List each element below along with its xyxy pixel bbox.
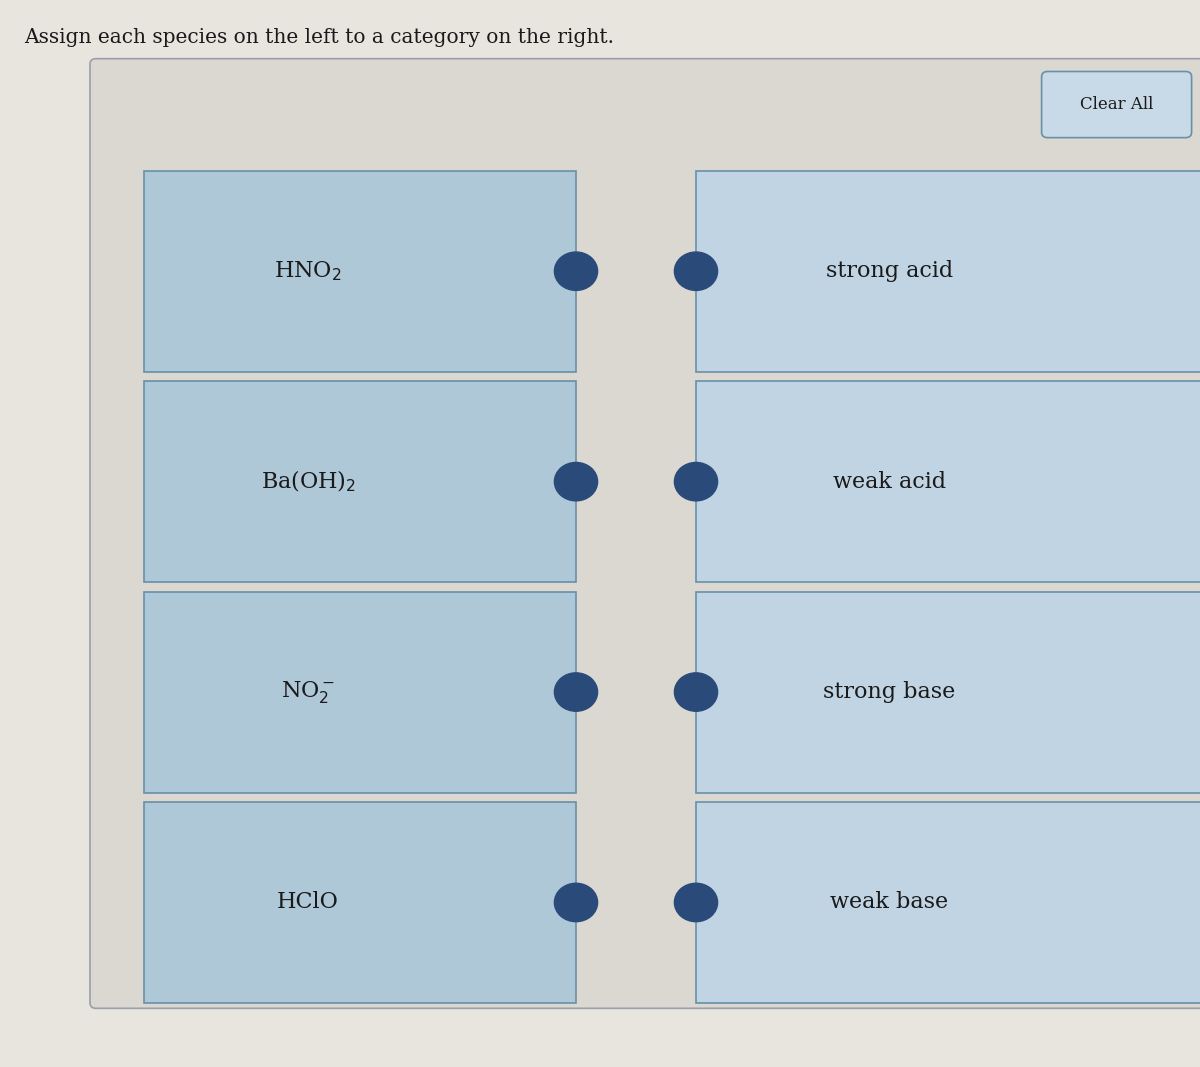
Bar: [696, 171, 1200, 371]
Text: Assign each species on the left to a category on the right.: Assign each species on the left to a cat…: [24, 28, 614, 47]
Bar: [696, 591, 1200, 793]
Bar: [144, 381, 576, 583]
Text: strong acid: strong acid: [826, 260, 953, 283]
Circle shape: [554, 462, 598, 500]
Bar: [144, 802, 576, 1003]
Circle shape: [674, 462, 718, 500]
Text: HClO: HClO: [277, 891, 340, 913]
Text: strong base: strong base: [823, 681, 955, 703]
FancyBboxPatch shape: [1042, 71, 1192, 138]
Text: weak base: weak base: [830, 891, 948, 913]
Text: weak acid: weak acid: [833, 471, 946, 493]
Text: HNO$_2$: HNO$_2$: [275, 259, 342, 283]
Circle shape: [554, 673, 598, 712]
Circle shape: [554, 883, 598, 922]
Circle shape: [674, 252, 718, 290]
Circle shape: [674, 673, 718, 712]
Text: Ba(OH)$_2$: Ba(OH)$_2$: [260, 469, 355, 494]
Bar: [144, 171, 576, 371]
Bar: [696, 381, 1200, 583]
Circle shape: [674, 883, 718, 922]
FancyBboxPatch shape: [90, 59, 1200, 1008]
Circle shape: [554, 252, 598, 290]
Text: NO$_2^-$: NO$_2^-$: [281, 679, 335, 705]
Text: Clear All: Clear All: [1080, 96, 1153, 113]
Bar: [696, 802, 1200, 1003]
Bar: [144, 591, 576, 793]
